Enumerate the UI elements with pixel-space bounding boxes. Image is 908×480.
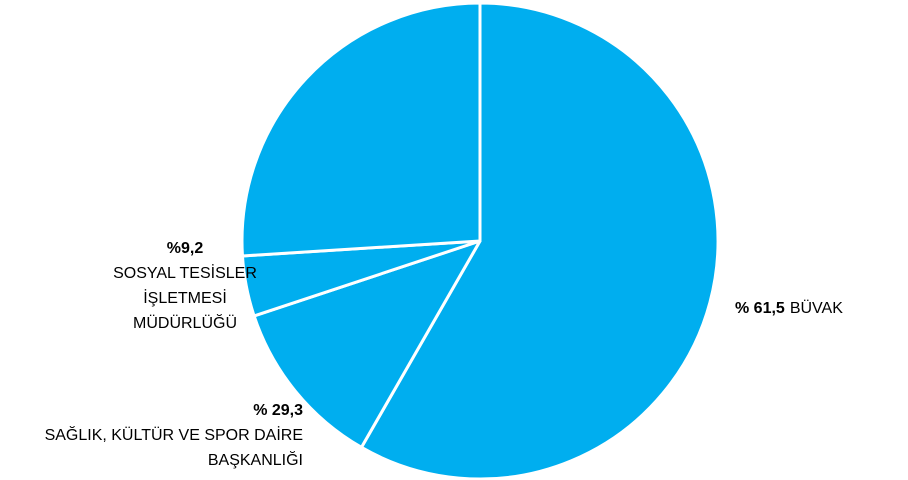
category-label: SOSYAL TESİSLER İŞLETMESİ MÜDÜRLÜĞÜ <box>113 265 257 332</box>
slice-label: % 29,3 SAĞLIK, KÜLTÜR VE SPOR DAİRE BAŞKA… <box>0 398 303 473</box>
pie-slice <box>240 1 482 258</box>
category-label: SAĞLIK, KÜLTÜR VE SPOR DAİRE BAŞKANLIĞI <box>44 427 303 469</box>
slice-label: % 61,5 BÜVAK <box>735 296 843 321</box>
slice-label: %9,2 SOSYAL TESİSLER İŞLETMESİ MÜDÜRLÜĞÜ <box>90 236 280 336</box>
annotation: % 61,5 <box>735 300 785 317</box>
annotation: %9,2 <box>166 240 204 257</box>
pie-slice <box>252 239 482 449</box>
annotation: % 29,3 <box>253 402 303 419</box>
pie-slice <box>359 1 720 480</box>
category-label: BÜVAK <box>789 300 843 317</box>
